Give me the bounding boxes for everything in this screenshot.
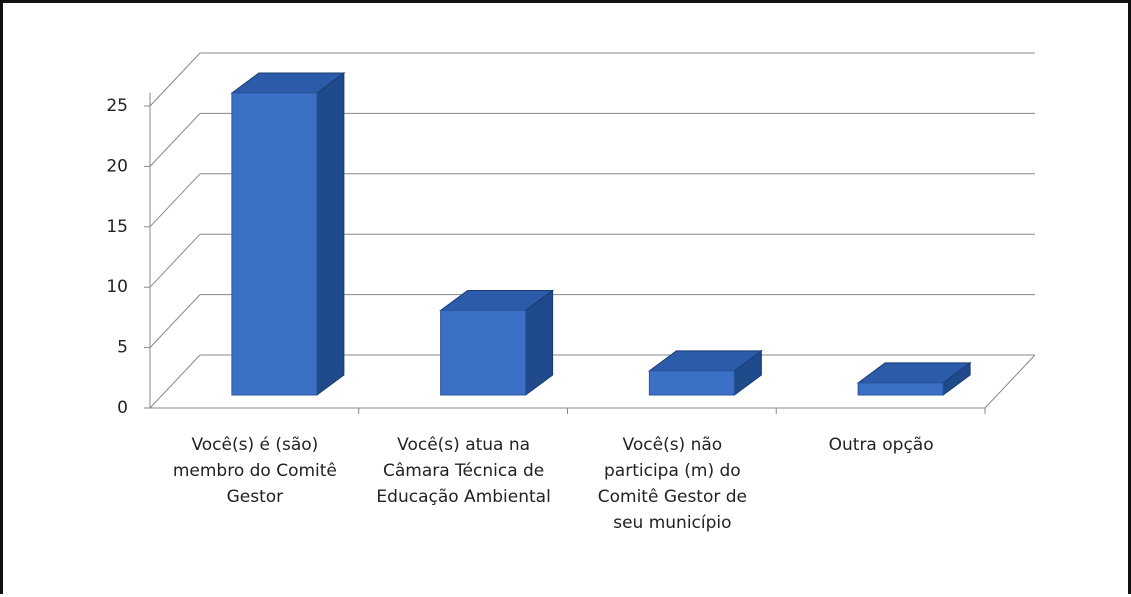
grid-line: [149, 113, 201, 167]
y-tick-label: 10: [106, 277, 128, 297]
x-tick-label: Você(s) não participa (m) do Comitê Gest…: [597, 435, 748, 533]
grid-line: [149, 173, 201, 228]
x-tick-label: Você(s) é (são) membro do Comitê Gestor: [172, 435, 337, 507]
grid-line: [149, 354, 201, 409]
bar: [857, 382, 944, 396]
grid-line: [149, 294, 201, 348]
bar: [648, 370, 735, 396]
floor-edge: [984, 354, 1036, 409]
grid-line: [149, 52, 201, 107]
y-tick-label: 20: [106, 156, 128, 176]
bar: [440, 309, 527, 396]
y-tick-label: 5: [117, 338, 128, 358]
bar-side: [316, 72, 345, 396]
x-tick-label: Você(s) atua na Câmara Técnica de Educaç…: [376, 435, 551, 507]
y-tick-label: 25: [106, 96, 128, 116]
grid-line: [149, 233, 201, 288]
y-tick-label: 15: [106, 217, 128, 237]
bar: [231, 92, 318, 396]
y-tick-label: 0: [117, 398, 128, 418]
x-tick-label: Outra opção: [828, 435, 934, 455]
